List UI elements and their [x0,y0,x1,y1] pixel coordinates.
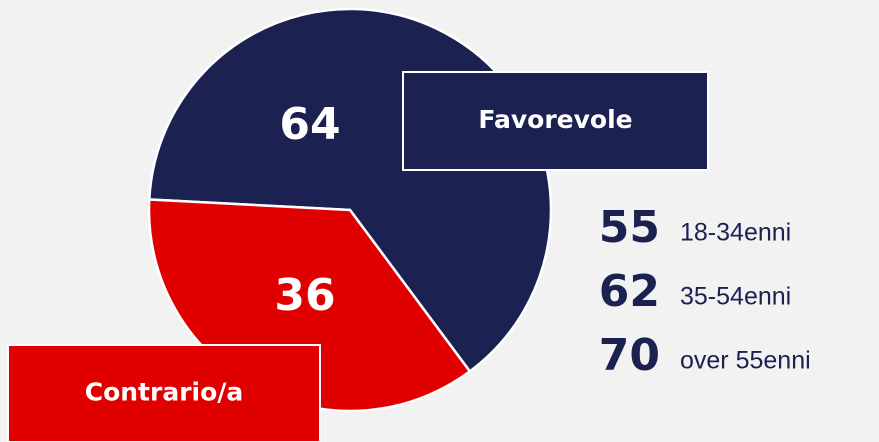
breakdown-value: 62 [599,266,660,317]
slice-value-label: 64 [279,99,340,150]
breakdown-value: 55 [599,202,660,253]
category-label: Favorevole [478,105,632,134]
category-label: Contrario/a [85,378,244,407]
breakdown-label: 35-54enni [680,283,791,311]
breakdown-label: over 55enni [680,347,811,375]
breakdown-value: 70 [599,330,660,381]
slice-value-label: 36 [274,270,335,321]
category-box [7,344,321,442]
breakdown-label: 18-34enni [680,219,791,247]
category-box [402,71,709,171]
